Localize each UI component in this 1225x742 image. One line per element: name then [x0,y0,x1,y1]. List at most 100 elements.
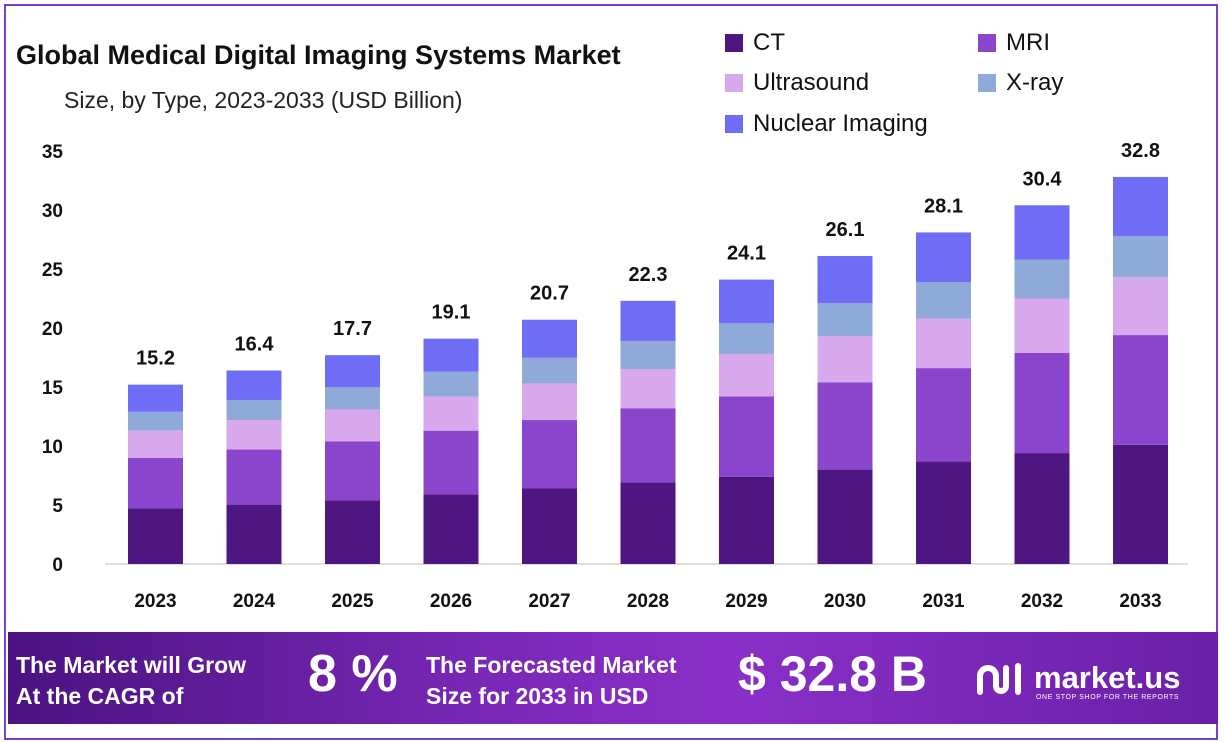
chart-title: Global Medical Digital Imaging Systems M… [16,40,621,70]
bar-segment [226,449,282,505]
bar-segment [620,340,676,370]
bar-segment [325,355,380,387]
y-tick-label: 35 [42,142,64,163]
bar-segment [423,371,479,397]
y-tick-label: 20 [42,319,63,340]
x-tick-label: 2025 [331,591,374,612]
summary-banner: The Market will Grow At the CAGR of 8 % … [8,632,1218,724]
y-tick-label: 5 [52,496,63,517]
y-tick-label: 25 [42,260,64,281]
bar-segment [1014,205,1070,260]
chart-frame [4,4,1218,740]
bar-segment [1014,453,1070,564]
bar-segment [226,505,282,564]
bar-segment [817,303,873,337]
bar-segment [423,338,479,372]
bar-segment [128,508,183,564]
x-tick-label: 2028 [627,591,669,612]
legend-item-nuclear-imaging: Nuclear Imaging [725,110,928,138]
bar-segment [719,476,774,564]
legend-item-ultrasound: Ultrasound [725,69,869,97]
bar-segment [916,281,971,319]
data-label: 28.1 [924,195,963,217]
market-us-logo-icon [977,663,1021,695]
forecast-label-line1: The Forecasted Market [426,652,677,678]
data-label: 15.2 [136,348,175,370]
bar-segment [325,500,380,564]
bar-segment [522,357,577,384]
bar-segment [423,396,479,431]
legend-swatch-xray [978,74,996,92]
legend-label-mri: MRI [1006,29,1050,56]
bar-segment [916,461,971,564]
bar-segment [620,369,676,409]
legend-label-xray: X-ray [1006,69,1064,96]
cagr-label-line1: The Market will Grow [16,652,247,678]
brand-name: market.us [1034,660,1181,695]
bar-segment [128,457,183,509]
x-tick-label: 2030 [824,591,866,612]
x-tick-label: 2027 [528,591,570,612]
bar-segment [1113,444,1168,564]
data-label: 24.1 [727,243,766,265]
bar-segment [128,430,183,458]
bar-segment [1113,277,1168,336]
legend-swatch-ultrasound [725,74,743,92]
bar-segment [1113,235,1168,278]
data-label: 17.7 [333,318,372,340]
bar-segment [325,409,380,442]
data-label: 32.8 [1121,140,1160,162]
bar-segment [620,482,676,564]
legend-item-ct: CT [725,29,785,57]
legend-swatch-nuclear-imaging [725,115,743,133]
bar-segment [620,300,676,341]
bar-segment [620,408,676,483]
bar-segment [719,353,774,397]
bar-segment [817,469,873,564]
bar-segment [817,336,873,383]
bar-segment [916,318,971,369]
bar-segment [1014,298,1070,353]
brand-logo: market.us ONE STOP SHOP FOR THE REPORTS [976,658,1181,701]
bar-segment [719,279,774,324]
brand-tagline: ONE STOP SHOP FOR THE REPORTS [1036,694,1180,701]
bar-segment [128,411,183,431]
x-tick-label: 2031 [922,591,965,612]
bar-segment [1113,176,1168,236]
bar-segment [1113,335,1168,445]
bar-segment [325,441,380,501]
forecast-value: $ 32.8 B [738,646,928,702]
cagr-label: The Market will Grow At the CAGR of [16,650,296,712]
bar-segment [226,399,282,421]
cagr-value: 8 % [308,645,398,703]
bar-segment [423,430,479,495]
legend-label-nuclear-imaging: Nuclear Imaging [753,110,928,137]
data-label: 19.1 [432,302,471,324]
bar-chart: 05101520253035202315.2202416.4202517.720… [42,140,1188,612]
bar-segment [1014,259,1070,299]
bar-segment [916,232,971,282]
x-tick-label: 2024 [233,591,276,612]
bar-segment [1014,352,1070,454]
x-tick-label: 2023 [134,591,176,612]
legend-label-ct: CT [753,29,785,56]
bar-segment [719,323,774,354]
bar-segment [226,370,282,400]
data-label: 26.1 [826,219,865,241]
data-label: 30.4 [1023,168,1063,190]
x-tick-label: 2033 [1119,591,1161,612]
bar-segment [522,383,577,421]
bar-segment [128,384,183,412]
cagr-label-line2: At the CAGR of [16,683,184,709]
legend-swatch-mri [978,34,996,52]
data-label: 22.3 [629,264,668,286]
bar-segment [522,420,577,489]
y-tick-label: 0 [52,555,63,576]
bar-segment [522,319,577,358]
bar-segment [325,387,380,410]
bar-segment [423,494,479,564]
y-tick-label: 15 [42,378,64,399]
bar-segment [817,382,873,470]
x-tick-label: 2026 [430,591,472,612]
chart-subtitle: Size, by Type, 2023-2033 (USD Billion) [64,87,463,113]
